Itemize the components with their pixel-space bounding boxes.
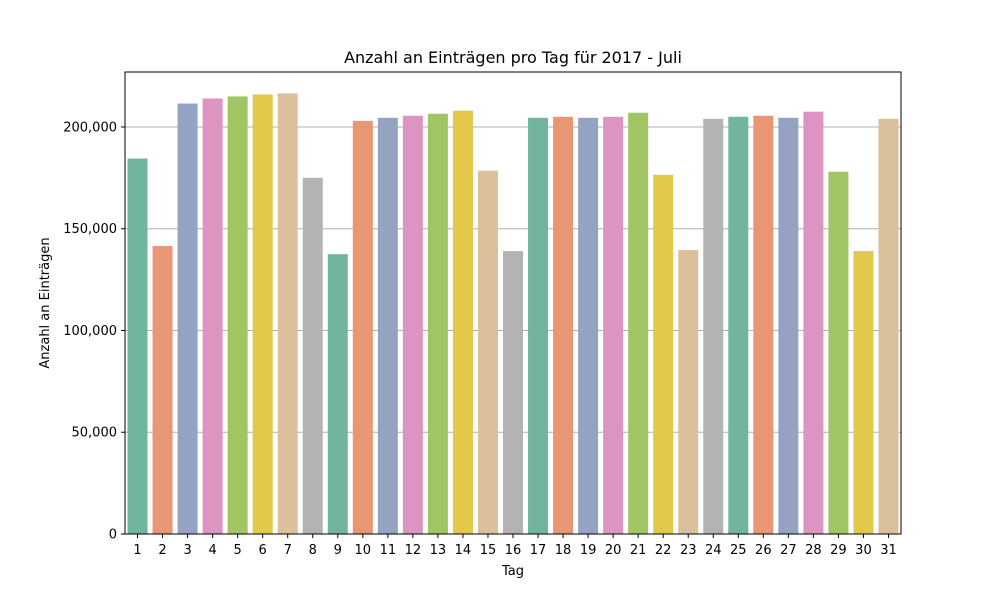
x-tick-label: 28	[805, 543, 822, 558]
x-tick-label: 22	[655, 543, 672, 558]
y-axis-label: Anzahl an Einträgen	[38, 237, 53, 368]
bars	[127, 93, 899, 535]
y-tick-label: 100,000	[63, 324, 117, 339]
x-tick-label: 14	[455, 543, 472, 558]
x-tick-label: 2	[158, 543, 166, 558]
x-tick-label: 10	[355, 543, 372, 558]
bar-day-10	[352, 120, 373, 534]
bar-day-14	[452, 110, 473, 534]
x-axis-label: Tag	[501, 564, 524, 579]
bar-day-6	[252, 94, 273, 534]
bar-day-30	[853, 251, 874, 534]
bar-day-20	[603, 116, 624, 534]
x-tick-label: 3	[183, 543, 191, 558]
x-tick-label: 29	[830, 543, 847, 558]
x-tick-label: 5	[234, 543, 242, 558]
bar-day-1	[127, 158, 148, 534]
x-tick-label: 27	[780, 543, 797, 558]
bar-day-9	[327, 254, 348, 535]
x-axis: 1 2 3 4 5 6 7 8 9 10 11 12 13 14 15 16 17 18 19 20 21 22 23 24 2…	[133, 534, 897, 558]
bar-day-4	[202, 98, 223, 534]
x-tick-label: 8	[309, 543, 317, 558]
x-tick-label: 21	[630, 543, 647, 558]
bar-day-27	[778, 117, 799, 534]
x-tick-label: 20	[605, 543, 622, 558]
bar-day-26	[753, 115, 774, 535]
y-axis: 0 50,000 100,000 150,000 200,000	[63, 120, 125, 543]
bar-day-24	[703, 118, 724, 534]
bar-day-16	[502, 251, 524, 534]
bar-day-11	[377, 117, 398, 534]
x-tick-label: 26	[755, 543, 772, 558]
x-tick-label: 31	[880, 543, 897, 558]
bar-day-22	[653, 174, 674, 535]
y-tick-label: 200,000	[63, 120, 117, 135]
bar-day-7	[277, 93, 298, 534]
x-tick-label: 6	[259, 543, 267, 558]
x-tick-label: 24	[705, 543, 722, 558]
y-tick-label: 50,000	[72, 426, 118, 441]
x-tick-label: 4	[208, 543, 216, 558]
bar-day-29	[828, 171, 849, 534]
x-tick-label: 16	[505, 543, 522, 558]
x-tick-label: 7	[284, 543, 292, 558]
bar-day-17	[528, 117, 549, 534]
x-tick-label: 1	[133, 543, 141, 558]
bar-day-31	[878, 118, 899, 534]
x-tick-label: 30	[855, 543, 872, 558]
bar-day-12	[402, 115, 423, 535]
x-tick-label: 25	[730, 543, 747, 558]
bar-day-8	[302, 177, 323, 535]
y-tick-label: 150,000	[63, 222, 117, 237]
bar-day-3	[177, 103, 198, 534]
x-tick-label: 18	[555, 543, 572, 558]
x-tick-label: 17	[530, 543, 547, 558]
x-tick-label: 15	[480, 543, 497, 558]
x-tick-label: 11	[380, 543, 397, 558]
bar-day-25	[728, 116, 749, 534]
x-tick-label: 23	[680, 543, 697, 558]
x-tick-label: 19	[580, 543, 597, 558]
bar-day-21	[628, 112, 649, 535]
bar-day-13	[427, 113, 448, 534]
bar-day-5	[227, 96, 248, 534]
y-tick-label: 0	[109, 528, 117, 543]
x-tick-label: 13	[430, 543, 447, 558]
bar-day-18	[553, 116, 574, 534]
x-tick-label: 9	[334, 543, 342, 558]
bar-day-2	[152, 246, 173, 534]
bar-day-23	[678, 250, 699, 535]
bar-day-28	[803, 111, 824, 534]
chart-title: Anzahl an Einträgen pro Tag für 2017 - J…	[344, 48, 682, 67]
x-tick-label: 12	[405, 543, 422, 558]
bar-day-15	[477, 170, 498, 535]
bar-day-19	[578, 117, 599, 534]
